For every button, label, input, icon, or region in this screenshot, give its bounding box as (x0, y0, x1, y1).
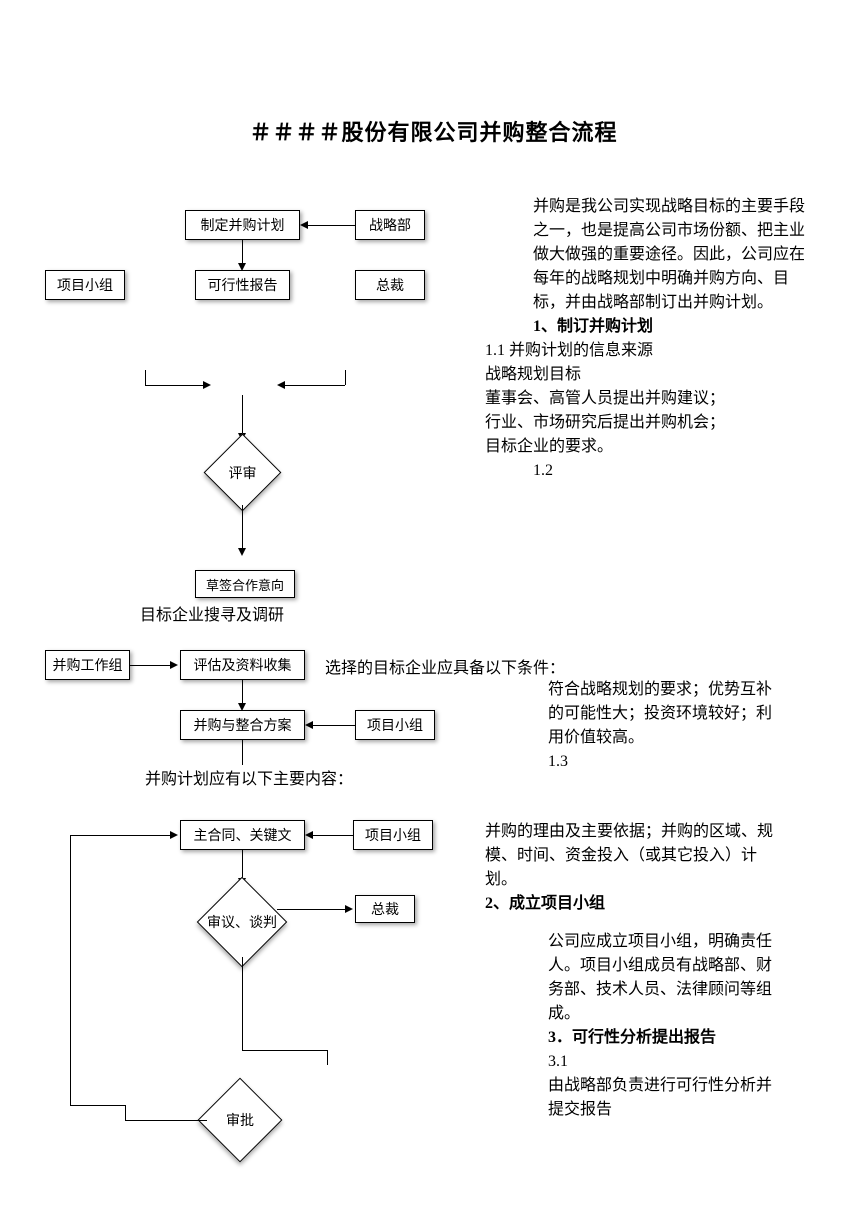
box-project-team-1: 项目小组 (45, 270, 125, 300)
body-text: 并购是我公司实现战略目标的主要手段之一，也是提高公司市场份额、把主业做大做强的重… (485, 195, 815, 483)
heading-2: 2、成立项目小组 (485, 892, 775, 916)
flowchart: 制定并购计划 战略部 项目小组 可行性报告 总裁 评审 草签合作意向 目标企业搜… (45, 195, 465, 1195)
box-evaluation: 评估及资料收集 (180, 650, 305, 680)
box-ceo-2: 总裁 (355, 895, 415, 923)
label-target-search: 目标企业搜寻及调研 (140, 601, 284, 625)
box-scheme: 并购与整合方案 (180, 710, 305, 740)
para-1-2-lead: 选择的目标企业应具备以下条件： (325, 654, 565, 678)
para-1-1-d: 目标企业的要求。 (485, 435, 815, 459)
num-1-3: 1.3 (548, 750, 773, 774)
para-3-1: 由战略部负责进行可行性分析并提交报告 (548, 1074, 773, 1122)
box-ma-team: 并购工作组 (45, 650, 130, 680)
box-ceo-1: 总裁 (355, 270, 425, 300)
box-project-team-2: 项目小组 (355, 710, 435, 740)
heading-1: 1、制订并购计划 (485, 315, 815, 339)
box-feasibility: 可行性报告 (195, 270, 290, 300)
diamond-negotiation: 审议、谈判 (197, 877, 288, 968)
diamond-review: 评审 (204, 434, 282, 512)
box-intent: 草签合作意向 (195, 570, 295, 598)
para-1-2-body: 符合战略规划的要求；优势互补的可能性大；投资环境较好；利用价值较高。 (548, 678, 773, 750)
box-contract: 主合同、关键文 (180, 820, 305, 850)
diamond-approve: 审批 (198, 1078, 283, 1163)
page-title: ＃＃＃＃股份有限公司并购整合流程 (0, 115, 867, 147)
box-plan: 制定并购计划 (185, 210, 300, 240)
para-1-1-c: 行业、市场研究后提出并购机会； (485, 411, 815, 435)
para-1-1-b: 董事会、高管人员提出并购建议； (485, 387, 815, 411)
num-1-2: 1.2 (485, 459, 815, 483)
intro-para: 并购是我公司实现战略目标的主要手段之一，也是提高公司市场份额、把主业做大做强的重… (485, 195, 815, 315)
box-project-team-3: 项目小组 (353, 820, 433, 850)
para-2: 公司应成立项目小组，明确责任人。项目小组成员有战略部、财务部、技术人员、法律顾问… (548, 930, 773, 1026)
label-plan-content: 并购计划应有以下主要内容： (145, 765, 353, 789)
num-3-1: 3.1 (548, 1050, 773, 1074)
box-strategy-dept: 战略部 (355, 210, 425, 240)
para-1-1-head: 1.1 并购计划的信息来源 (485, 339, 815, 363)
heading-3: 3．可行性分析提出报告 (548, 1026, 773, 1050)
para-1-1-a: 战略规划目标 (485, 363, 815, 387)
para-1-3: 并购的理由及主要依据；并购的区域、规模、时间、资金投入（或其它投入）计划。 (485, 820, 775, 892)
